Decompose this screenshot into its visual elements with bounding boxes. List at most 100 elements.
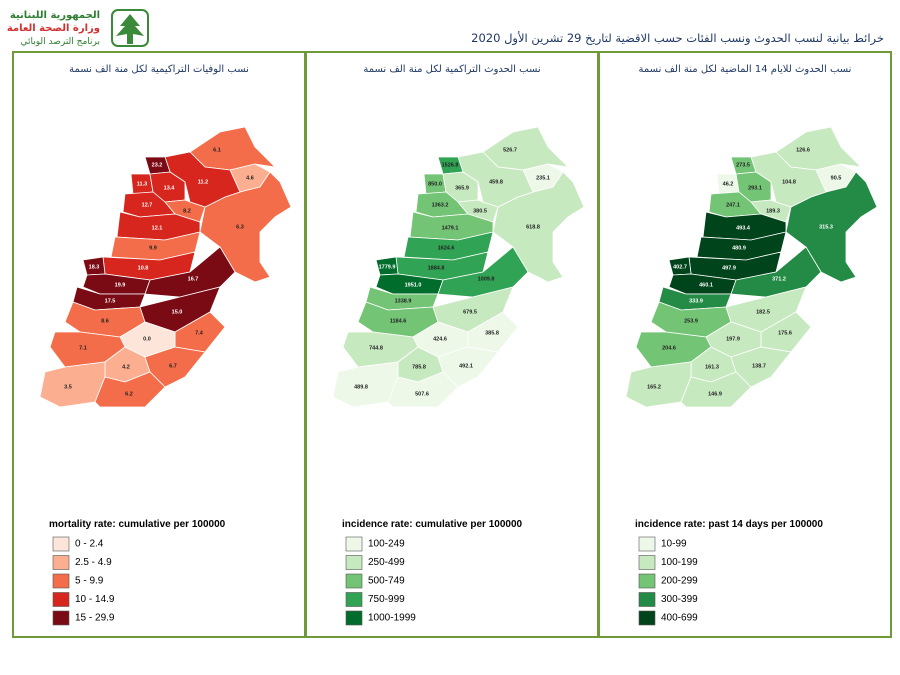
legend-title: incidence rate: cumulative per 100000 bbox=[342, 519, 523, 530]
district-label: 333.9 bbox=[689, 298, 703, 304]
district-label: 161.3 bbox=[705, 364, 719, 370]
legend-label: 10-99 bbox=[661, 539, 687, 550]
district bbox=[680, 371, 752, 408]
district-label: 9.9 bbox=[149, 245, 157, 251]
panel-title: نسب الحدوث للايام 14 الماضية لكل منة الف… bbox=[639, 64, 852, 75]
district-label: 1479.1 bbox=[442, 225, 459, 231]
district-label: 424.6 bbox=[433, 336, 447, 342]
district-label: 46.2 bbox=[723, 181, 734, 187]
legend-swatch bbox=[345, 573, 363, 589]
district-label: 23.2 bbox=[152, 162, 163, 168]
district-label: 18.3 bbox=[89, 264, 100, 270]
legend-label: 400-699 bbox=[661, 613, 698, 624]
map-panel: نسب الحدوث التراكمية لكل منة الف نسمة 526… bbox=[305, 51, 599, 638]
district-label: 11.3 bbox=[137, 181, 147, 187]
legend-title: incidence rate: past 14 days per 100000 bbox=[635, 519, 823, 530]
legend-label: 10 - 14.9 bbox=[75, 594, 115, 605]
district-label: 138.7 bbox=[752, 363, 766, 369]
district-label: 492.1 bbox=[459, 363, 473, 369]
legend-swatch bbox=[345, 592, 363, 607]
district-label: 12.7 bbox=[142, 202, 153, 208]
legend-title: mortality rate: cumulative per 100000 bbox=[49, 519, 226, 530]
legend-label: 100-249 bbox=[368, 539, 405, 550]
legend-label: 15 - 29.9 bbox=[75, 613, 115, 624]
district-label: 4.6 bbox=[246, 175, 254, 181]
district-label: 182.5 bbox=[756, 309, 770, 315]
district-label: 17.5 bbox=[105, 298, 116, 304]
district bbox=[730, 246, 822, 298]
legend-swatch bbox=[52, 536, 70, 552]
logo bbox=[111, 9, 149, 47]
legend-swatch bbox=[52, 573, 70, 589]
legend-swatch bbox=[52, 610, 70, 626]
district-label: 744.8 bbox=[369, 345, 383, 351]
district-label: 1951.0 bbox=[405, 282, 422, 288]
district-label: 126.6 bbox=[796, 147, 810, 153]
legend-label: 2.5 - 4.9 bbox=[75, 557, 112, 568]
district-label: 3.5 bbox=[64, 384, 72, 390]
legend-label: 500-749 bbox=[368, 576, 405, 587]
district-label: 371.2 bbox=[772, 276, 786, 282]
district-label: 1526.8 bbox=[442, 162, 459, 168]
district-label: 16.7 bbox=[188, 276, 199, 282]
district bbox=[189, 126, 277, 171]
page-title: خرائط بيانية لنسب الحدوث ونسب الفئات حسب… bbox=[471, 31, 884, 46]
legend-swatch bbox=[345, 555, 363, 570]
panel-title: نسب الوفيات التراكيمية لكل منة الف نسمة bbox=[69, 64, 249, 75]
district-label: 1184.6 bbox=[390, 318, 407, 324]
legend-label: 100-199 bbox=[661, 557, 698, 568]
map: 526.7 235.1 618.8 459.8 1526.8 850.0 365.9 1363… bbox=[332, 126, 585, 408]
district bbox=[437, 246, 529, 298]
ministry-line: وزارة الصحة العامة bbox=[7, 23, 100, 34]
district-label: 1363.2 bbox=[432, 202, 449, 208]
district-label: 679.5 bbox=[463, 309, 477, 315]
district-label: 1009.8 bbox=[478, 276, 495, 282]
district-label: 850.0 bbox=[428, 181, 442, 187]
ministry-line: برنامج الترصد الوبائي bbox=[20, 37, 100, 47]
district-label: 618.8 bbox=[526, 224, 540, 230]
district bbox=[785, 171, 878, 283]
legend-swatch bbox=[638, 555, 656, 570]
district-label: 175.6 bbox=[778, 330, 792, 336]
district-label: 1884.8 bbox=[428, 265, 445, 271]
map: 126.6 90.5 315.3 104.8 273.5 46.2 293.1 247.1 18… bbox=[625, 126, 878, 408]
district-label: 273.5 bbox=[736, 162, 750, 168]
legend-label: 750-999 bbox=[368, 594, 405, 605]
legend-swatch bbox=[638, 573, 656, 589]
district-label: 315.3 bbox=[819, 224, 833, 230]
legend-label: 1000-1999 bbox=[368, 613, 416, 624]
map: 6.1 4.6 6.3 11.2 23.2 11.3 13.4 12.7 8.2 12.1 9.9 1… bbox=[39, 126, 292, 408]
district-label: 6.1 bbox=[213, 147, 221, 153]
legend-label: 300-399 bbox=[661, 594, 698, 605]
district-label: 104.8 bbox=[782, 179, 796, 185]
map-panel: نسب الحدوث للايام 14 الماضية لكل منة الف… bbox=[598, 51, 892, 638]
district-label: 380.5 bbox=[473, 208, 487, 214]
legend-swatch bbox=[345, 536, 363, 552]
district-label: 460.1 bbox=[699, 282, 713, 288]
district-label: 4.2 bbox=[122, 364, 130, 370]
district-label: 165.2 bbox=[647, 384, 661, 390]
legend-swatch bbox=[345, 610, 363, 626]
district-label: 493.4 bbox=[736, 225, 751, 231]
legend-label: 250-499 bbox=[368, 557, 405, 568]
district-label: 247.1 bbox=[726, 202, 740, 208]
legend-label: 5 - 9.9 bbox=[75, 576, 104, 587]
district-label: 526.7 bbox=[503, 147, 517, 153]
legend-swatch bbox=[52, 592, 70, 607]
district-label: 189.3 bbox=[766, 208, 780, 214]
district-label: 12.1 bbox=[152, 225, 163, 231]
district-label: 253.9 bbox=[684, 318, 698, 324]
map-panel: نسب الوفيات التراكيمية لكل منة الف نسمة 6… bbox=[12, 51, 306, 638]
district bbox=[492, 171, 585, 283]
ministry-line: الجمهورية اللبنانية bbox=[10, 10, 100, 21]
panel-frame bbox=[598, 51, 892, 638]
panel-title: نسب الحدوث التراكمية لكل منة الف نسمة bbox=[363, 64, 540, 75]
district-label: 402.7 bbox=[673, 264, 687, 270]
district-label: 497.9 bbox=[722, 265, 736, 271]
legend-label: 0 - 2.4 bbox=[75, 539, 104, 550]
legend-swatch bbox=[638, 592, 656, 607]
district-label: 15.0 bbox=[172, 309, 183, 315]
district-label: 480.9 bbox=[732, 245, 746, 251]
district-label: 6.7 bbox=[169, 363, 177, 369]
